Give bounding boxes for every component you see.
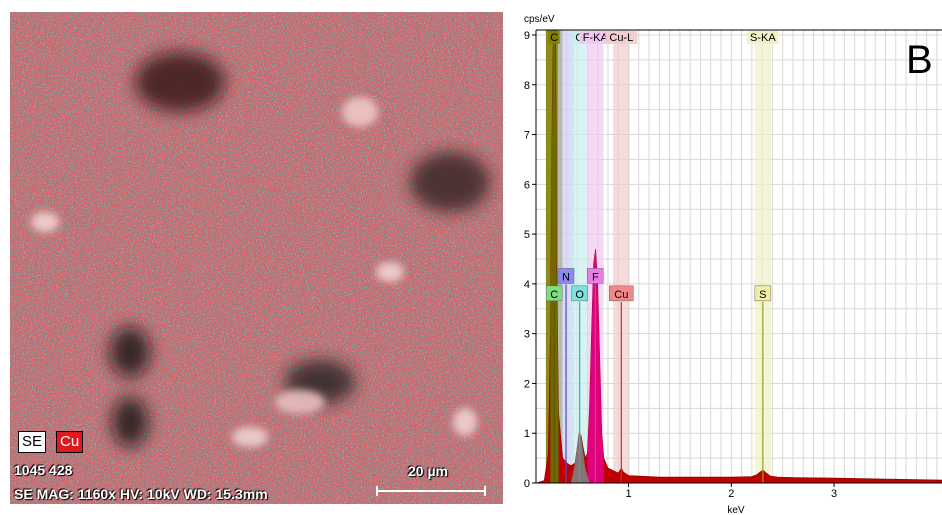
x-tick-label: 3 xyxy=(831,488,837,500)
band-label-box-s xyxy=(746,31,779,44)
element-marker-cu: Cu xyxy=(614,289,628,301)
y-tick-label: 6 xyxy=(524,179,530,191)
panel-letter: B xyxy=(906,38,933,82)
element-marker-box-s xyxy=(754,285,772,302)
sem-bright-particles xyxy=(31,97,477,447)
element-band-cu xyxy=(613,30,630,483)
y-tick-label: 9 xyxy=(524,30,530,42)
x-tick-label: 1 xyxy=(625,488,631,500)
sem-image-panel: SE Cu 1045 428 SE MAG: 1160x HV: 10kV WD… xyxy=(10,12,503,504)
spectrum-area xyxy=(535,29,942,484)
element-lines xyxy=(553,284,764,483)
band-label-f: F-KA xyxy=(583,32,609,44)
element-marker-box-f xyxy=(587,268,604,284)
sem-micrograph xyxy=(10,12,503,504)
element-band-n xyxy=(557,30,575,483)
chart-frame xyxy=(535,29,942,484)
y-tick-label: 7 xyxy=(524,130,530,142)
band-label-box-c xyxy=(548,31,560,44)
y-tick-label: 4 xyxy=(524,279,530,291)
element-marker-box-n xyxy=(557,268,575,284)
cu-channel-badge: Cu xyxy=(56,431,84,453)
element-marker-f: F xyxy=(592,271,599,283)
band-label-box-cu xyxy=(605,31,638,44)
element-marker-n: N xyxy=(562,271,570,283)
element-marker-s: S xyxy=(759,289,766,301)
y-tick-label: 3 xyxy=(524,329,530,341)
element-marker-box-cu xyxy=(609,285,634,302)
element-marker-c: C xyxy=(550,289,558,301)
y-tick-label: 8 xyxy=(524,80,530,92)
x-axis-title: keV xyxy=(727,505,745,515)
band-label-c: C xyxy=(550,32,558,44)
sem-image-id: 1045 428 xyxy=(14,462,73,478)
carbon-peak-area xyxy=(550,30,559,483)
y-tick-label: 5 xyxy=(524,229,530,241)
element-marker-box-o xyxy=(571,285,588,302)
se-channel-badge: SE xyxy=(18,431,47,453)
band-label-cu: Cu-L xyxy=(609,32,633,44)
y-tick-label: 2 xyxy=(524,378,530,390)
y-axis-title: cps/eV xyxy=(524,14,555,25)
sem-dark-regions xyxy=(110,52,490,447)
y-tick-label: 1 xyxy=(524,428,530,440)
band-label-box-f xyxy=(579,31,612,44)
scalebar-label: 20 µm xyxy=(408,463,448,479)
element-marker-box-c xyxy=(545,285,563,302)
x-tick-label: 2 xyxy=(728,488,734,500)
y-tick-label: 0 xyxy=(524,478,530,490)
element-marker-o: O xyxy=(575,289,584,301)
element-band-s xyxy=(754,30,772,483)
element-band-o xyxy=(571,30,588,483)
scalebar xyxy=(376,486,486,496)
chart-ticks: 0 1 2 3 4 5 6 7 8 9 1 2 3 xyxy=(524,30,837,500)
band-label-s: S-KA xyxy=(750,32,776,44)
sem-acquisition-info: SE MAG: 1160x HV: 10kV WD: 15.3mm xyxy=(14,486,268,502)
